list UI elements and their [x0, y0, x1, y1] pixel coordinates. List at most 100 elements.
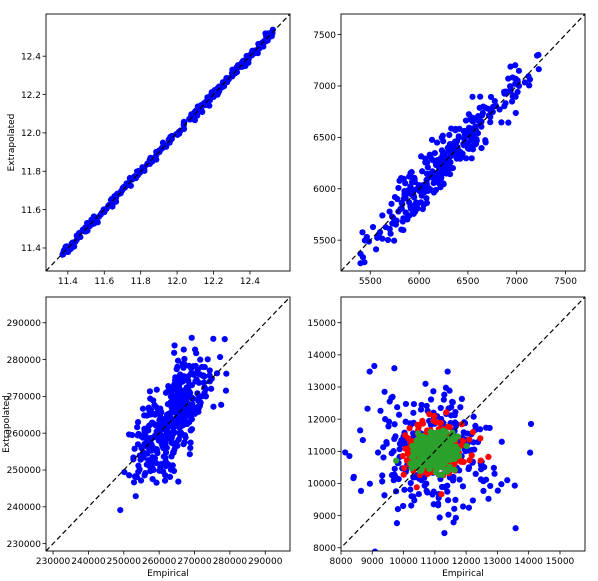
- data-point: [411, 460, 418, 467]
- data-point: [453, 151, 460, 158]
- data-point: [166, 473, 174, 480]
- data-point: [206, 367, 213, 374]
- data-point: [514, 88, 521, 96]
- data-point: [410, 451, 418, 458]
- data-point: [413, 484, 420, 491]
- data-point: [468, 452, 475, 459]
- data-point: [459, 483, 467, 490]
- data-point: [423, 402, 430, 410]
- data-point: [444, 368, 451, 375]
- data-point: [422, 380, 429, 387]
- data-point: [508, 98, 516, 105]
- x-tick-label: 260000: [142, 557, 177, 567]
- data-point: [435, 167, 443, 175]
- data-point: [140, 454, 147, 461]
- data-point: [436, 451, 443, 458]
- data-point: [453, 420, 460, 428]
- x-tick-label: 7000: [505, 277, 528, 287]
- data-point: [165, 387, 172, 394]
- data-point: [131, 445, 138, 452]
- data-point: [141, 427, 148, 434]
- data-point: [402, 209, 409, 216]
- data-point: [382, 224, 389, 231]
- data-point: [142, 432, 149, 439]
- data-point: [465, 465, 472, 473]
- data-point: [170, 467, 178, 474]
- data-point: [150, 420, 157, 427]
- data-point: [410, 400, 417, 408]
- data-point: [132, 493, 139, 500]
- data-point: [399, 218, 406, 225]
- data-point: [170, 449, 177, 456]
- data-point: [438, 483, 446, 491]
- y-tick-label: 10000: [307, 480, 336, 490]
- data-point: [146, 388, 154, 395]
- data-point: [208, 385, 215, 392]
- points-layer: [117, 334, 230, 514]
- data-point: [400, 226, 407, 234]
- data-point: [391, 421, 398, 428]
- data-point: [380, 444, 387, 451]
- data-point: [150, 445, 157, 452]
- data-point: [393, 520, 401, 527]
- data-point: [111, 193, 118, 200]
- data-point: [432, 186, 439, 194]
- data-point: [446, 424, 453, 431]
- data-point: [396, 446, 403, 453]
- data-point: [180, 441, 187, 448]
- data-point: [379, 235, 386, 242]
- y-tick-label: 270000: [7, 393, 42, 403]
- data-point: [482, 104, 489, 111]
- data-point: [204, 356, 211, 363]
- data-point: [372, 246, 380, 253]
- data-point: [469, 497, 476, 504]
- data-point: [498, 481, 505, 488]
- data-point: [176, 424, 183, 431]
- data-point: [401, 187, 408, 195]
- data-point: [235, 63, 242, 71]
- x-tick-label: 240000: [71, 557, 106, 567]
- data-point: [71, 243, 78, 250]
- data-point: [153, 386, 160, 393]
- data-point: [173, 439, 180, 446]
- data-point: [190, 404, 198, 411]
- data-point: [387, 230, 394, 237]
- data-point: [153, 156, 160, 163]
- data-point: [350, 475, 357, 482]
- data-point: [465, 111, 472, 118]
- data-point: [99, 209, 107, 216]
- data-point: [388, 200, 395, 207]
- data-point: [142, 470, 149, 477]
- data-point: [457, 458, 465, 465]
- panel-top-right: 5500 6000 6500 7000 7500 5500 6000 6500 7000 7500: [313, 13, 586, 287]
- data-point: [455, 134, 463, 141]
- y-tick-label: 5500: [313, 236, 336, 246]
- data-point: [141, 412, 148, 419]
- x-tick-label: 11.4: [58, 277, 78, 287]
- data-point: [408, 465, 415, 472]
- data-point: [395, 184, 402, 192]
- data-point: [402, 400, 410, 408]
- data-point: [464, 140, 471, 147]
- data-point: [446, 131, 453, 139]
- data-point: [440, 396, 447, 403]
- data-point: [221, 336, 228, 343]
- data-point: [487, 93, 495, 101]
- data-point: [496, 106, 503, 113]
- data-point: [450, 519, 457, 526]
- data-point: [385, 418, 393, 425]
- data-point: [398, 437, 405, 444]
- data-point: [465, 504, 473, 511]
- data-point: [359, 229, 366, 236]
- data-point: [398, 199, 405, 206]
- data-point: [464, 132, 471, 139]
- data-point: [171, 342, 178, 349]
- data-point: [141, 167, 148, 174]
- x-tick-label: 7500: [554, 277, 577, 287]
- data-point: [172, 407, 179, 414]
- data-point: [130, 479, 138, 486]
- data-point: [128, 176, 135, 183]
- data-point: [476, 426, 484, 433]
- data-point: [377, 407, 384, 414]
- data-point: [369, 223, 377, 231]
